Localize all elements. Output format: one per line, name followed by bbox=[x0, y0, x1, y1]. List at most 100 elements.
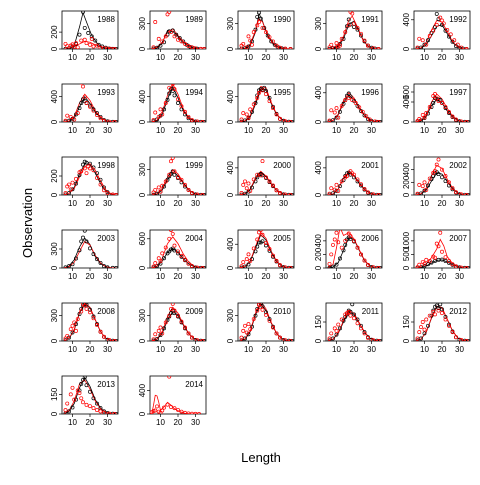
obs-point-red bbox=[329, 186, 334, 191]
obs-point-red bbox=[288, 47, 293, 49]
obs-point-red bbox=[267, 318, 272, 323]
x-tick-label: 30 bbox=[103, 345, 112, 354]
y-tick-label: 0 bbox=[402, 119, 411, 124]
obs-point-black bbox=[359, 33, 363, 38]
obs-point-black bbox=[327, 265, 332, 268]
obs-point-red bbox=[158, 189, 163, 194]
obs-point-red bbox=[343, 30, 348, 35]
obs-point-black bbox=[103, 45, 108, 49]
obs-point-black bbox=[250, 185, 254, 190]
obs-point-black bbox=[67, 409, 71, 414]
obs-point-black bbox=[77, 106, 82, 111]
obs-point-red bbox=[367, 117, 372, 122]
x-tick-label: 10 bbox=[68, 418, 77, 427]
x-tick-label: 10 bbox=[244, 199, 253, 208]
obs-point-black bbox=[253, 313, 258, 318]
obs-point-red bbox=[107, 411, 112, 414]
obs-point-black bbox=[81, 377, 85, 382]
obs-point-red bbox=[68, 392, 73, 397]
obs-point-red bbox=[327, 45, 332, 49]
panel-marks bbox=[327, 11, 381, 49]
obs-point-red bbox=[160, 331, 165, 336]
obs-point-red bbox=[102, 410, 106, 414]
panel-year-label: 2000 bbox=[273, 161, 291, 170]
obs-point-red bbox=[248, 107, 253, 112]
obs-point-red bbox=[274, 43, 279, 48]
obs-point-red bbox=[239, 335, 244, 340]
obs-point-black bbox=[202, 339, 206, 341]
obs-point-red bbox=[156, 36, 161, 41]
obs-point-black bbox=[262, 85, 267, 90]
obs-point-red bbox=[170, 157, 175, 160]
obs-point-red bbox=[169, 159, 173, 164]
obs-point-red bbox=[169, 30, 173, 35]
y-tick-label: 300 bbox=[226, 308, 235, 322]
obs-point-black bbox=[422, 42, 427, 47]
obs-point-red bbox=[452, 38, 457, 43]
x-tick-label: 20 bbox=[86, 418, 95, 427]
obs-point-black bbox=[67, 264, 71, 268]
obs-point-red bbox=[288, 193, 293, 195]
obs-point-black bbox=[91, 314, 96, 319]
obs-point-red bbox=[197, 412, 201, 414]
obs-point-red bbox=[95, 113, 99, 117]
y-tick-label: 400 bbox=[314, 234, 323, 248]
obs-point-black bbox=[95, 111, 99, 116]
obs-point-red bbox=[332, 187, 337, 192]
obs-point-red bbox=[172, 243, 177, 248]
obs-point-black bbox=[331, 264, 335, 268]
obs-point-black bbox=[250, 324, 254, 329]
obs-point-black bbox=[95, 171, 99, 176]
panel-year-label: 2008 bbox=[97, 307, 115, 316]
panel-2012: 10 20 30 0 150 2012 bbox=[402, 302, 471, 354]
obs-point-black bbox=[81, 162, 85, 167]
obs-point-red bbox=[75, 317, 80, 321]
obs-point-black bbox=[193, 119, 198, 122]
obs-point-black bbox=[343, 174, 348, 178]
obs-point-black bbox=[440, 257, 444, 262]
obs-point-black bbox=[378, 193, 382, 195]
obs-point-black bbox=[239, 265, 244, 268]
obs-point-red bbox=[271, 325, 275, 330]
obs-point-black bbox=[176, 251, 180, 256]
obs-point-red bbox=[366, 43, 370, 48]
obs-point-red bbox=[355, 177, 360, 182]
obs-point-black bbox=[429, 177, 434, 182]
obs-point-black bbox=[362, 330, 367, 335]
obs-point-red bbox=[332, 326, 337, 331]
panel-2005: 10 20 30 0 400 2005 bbox=[226, 229, 295, 281]
obs-point-black bbox=[155, 191, 159, 195]
obs-point-red bbox=[271, 106, 275, 111]
fit-line-black bbox=[151, 29, 205, 49]
obs-point-red bbox=[155, 404, 159, 409]
obs-point-black bbox=[88, 161, 92, 166]
obs-point-red bbox=[244, 186, 249, 191]
x-tick-label: 10 bbox=[156, 126, 165, 135]
obs-point-black bbox=[77, 248, 82, 253]
obs-point-black bbox=[165, 97, 170, 102]
obs-point-black bbox=[202, 193, 206, 195]
obs-point-red bbox=[251, 246, 256, 251]
obs-point-black bbox=[255, 93, 260, 98]
obs-point-red bbox=[82, 94, 87, 99]
obs-point-red bbox=[239, 117, 244, 122]
obs-point-red bbox=[167, 376, 172, 379]
obs-point-red bbox=[264, 241, 268, 246]
obs-point-black bbox=[366, 117, 370, 122]
obs-point-red bbox=[98, 116, 103, 121]
obs-point-red bbox=[95, 175, 99, 180]
obs-point-red bbox=[288, 120, 293, 122]
obs-point-red bbox=[153, 408, 158, 413]
obs-point-red bbox=[258, 305, 263, 310]
panel-year-label: 1995 bbox=[273, 88, 291, 97]
obs-point-black bbox=[290, 339, 294, 341]
fit-line-red bbox=[239, 170, 293, 195]
obs-point-red bbox=[190, 118, 194, 122]
obs-point-black bbox=[88, 307, 92, 312]
obs-point-black bbox=[369, 337, 374, 341]
obs-point-red bbox=[264, 30, 268, 35]
x-tick-label: 20 bbox=[350, 345, 359, 354]
